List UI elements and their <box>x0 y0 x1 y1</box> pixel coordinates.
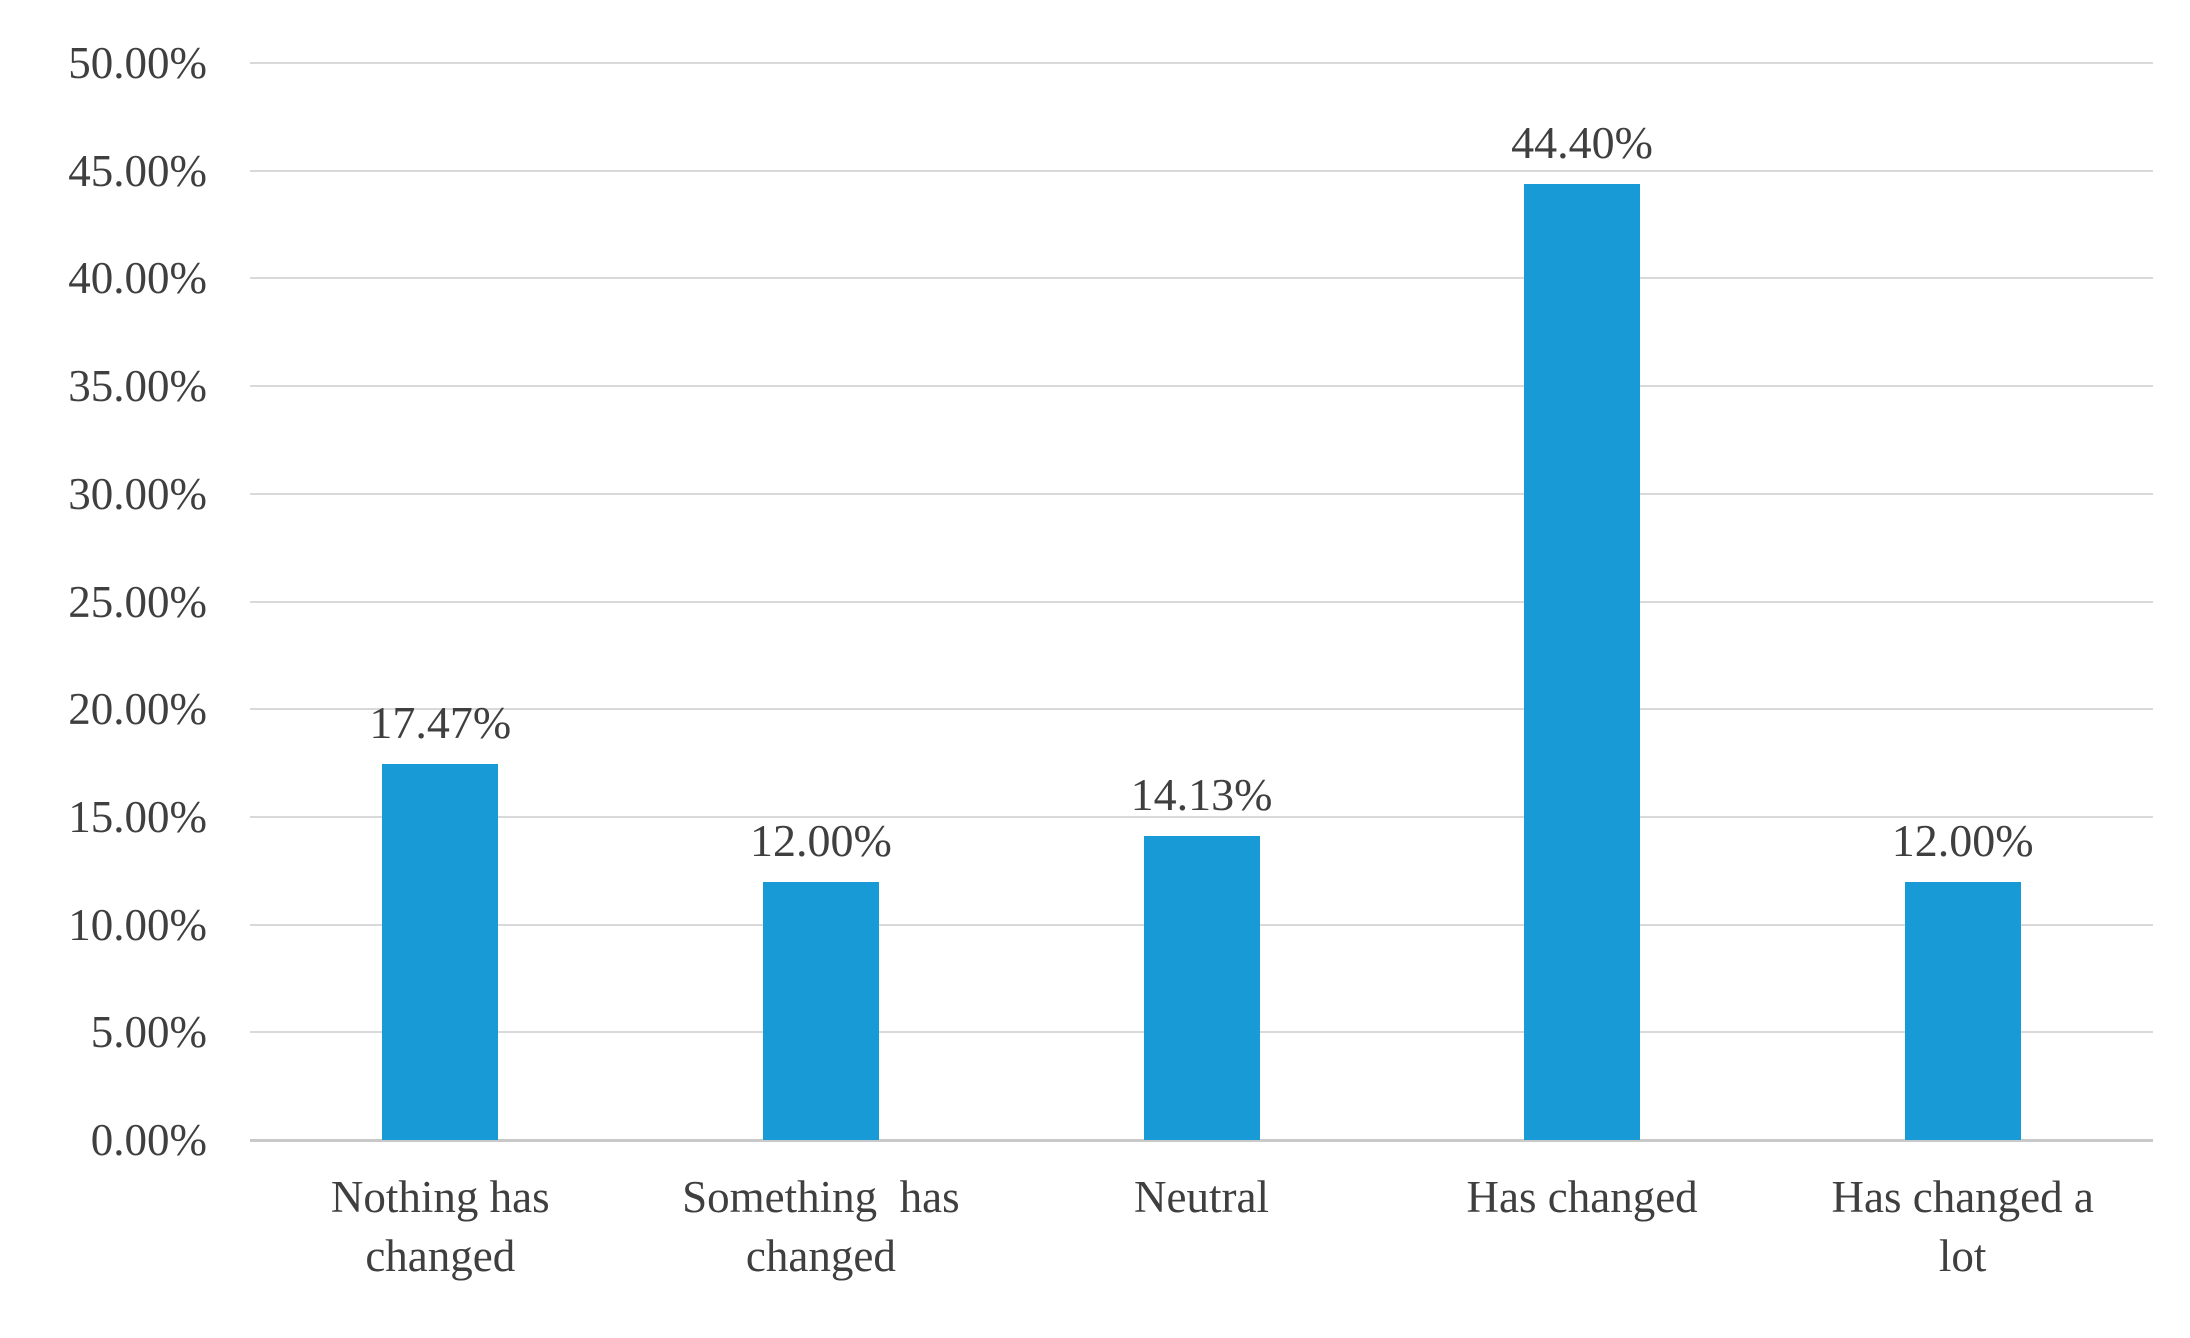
bar <box>1904 881 2021 1140</box>
bar-value-label: 12.00% <box>749 814 892 866</box>
gridline <box>250 708 2153 711</box>
y-tick-label: 25.00% <box>68 576 207 627</box>
x-axis-line <box>250 1138 2153 1142</box>
bar <box>1524 183 1641 1140</box>
gridline <box>250 815 2153 818</box>
y-tick-label: 50.00% <box>68 38 207 88</box>
bar-value-label: 17.47% <box>369 696 512 748</box>
bar <box>1143 835 1260 1140</box>
x-category-label: Neutral <box>1134 1172 1269 1222</box>
y-tick-label: 30.00% <box>68 468 207 519</box>
y-tick-label: 5.00% <box>90 1007 207 1058</box>
y-tick-label: 0.00% <box>90 1115 207 1165</box>
gridline <box>250 492 2153 495</box>
gridline <box>250 277 2153 280</box>
y-tick-label: 20.00% <box>68 684 207 735</box>
bar-value-label: 14.13% <box>1130 768 1273 820</box>
y-tick-label: 45.00% <box>68 145 207 196</box>
gridline <box>250 169 2153 172</box>
bar <box>382 763 499 1140</box>
x-category-label: Has changed <box>1466 1172 1698 1222</box>
bar-value-label: 44.40% <box>1511 116 1654 168</box>
gridline <box>250 600 2153 603</box>
x-category-label: Nothing has changed <box>330 1172 550 1281</box>
x-category-label: Has changed a lot <box>1831 1172 2094 1281</box>
bar <box>762 881 879 1140</box>
y-tick-label: 15.00% <box>68 791 207 842</box>
y-tick-label: 35.00% <box>68 361 207 412</box>
y-tick-label: 40.00% <box>68 253 207 304</box>
bar-value-label: 12.00% <box>1891 814 2034 866</box>
y-tick-label: 10.00% <box>68 899 207 950</box>
gridline <box>250 62 2153 64</box>
gridline <box>250 385 2153 388</box>
x-category-label: Something has changed <box>682 1172 960 1281</box>
